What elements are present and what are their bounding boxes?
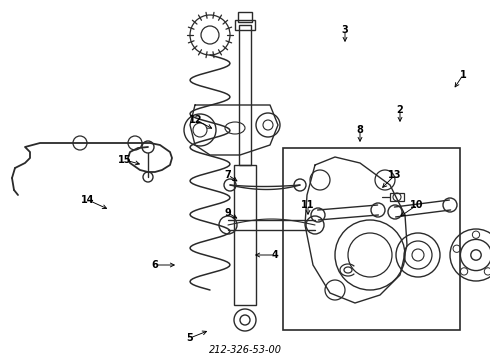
- Text: 12: 12: [189, 115, 203, 125]
- Text: 5: 5: [187, 333, 194, 343]
- Bar: [235, 20, 255, 30]
- Text: 13: 13: [388, 170, 402, 180]
- Text: 9: 9: [224, 208, 231, 218]
- Text: 212-326-53-00: 212-326-53-00: [209, 345, 281, 355]
- Text: 15: 15: [118, 155, 132, 165]
- Text: 7: 7: [224, 170, 231, 180]
- Text: 2: 2: [396, 105, 403, 115]
- Text: 1: 1: [460, 70, 466, 80]
- Text: 4: 4: [271, 250, 278, 260]
- Bar: [283, 148, 460, 330]
- Text: 11: 11: [301, 200, 315, 210]
- Text: 3: 3: [342, 25, 348, 35]
- Text: 8: 8: [357, 125, 364, 135]
- Text: 10: 10: [410, 200, 424, 210]
- Bar: [239, 25, 251, 165]
- Bar: [238, 12, 252, 22]
- Bar: [390, 193, 404, 201]
- Text: 6: 6: [151, 260, 158, 270]
- Text: 14: 14: [81, 195, 95, 205]
- Bar: [234, 165, 256, 305]
